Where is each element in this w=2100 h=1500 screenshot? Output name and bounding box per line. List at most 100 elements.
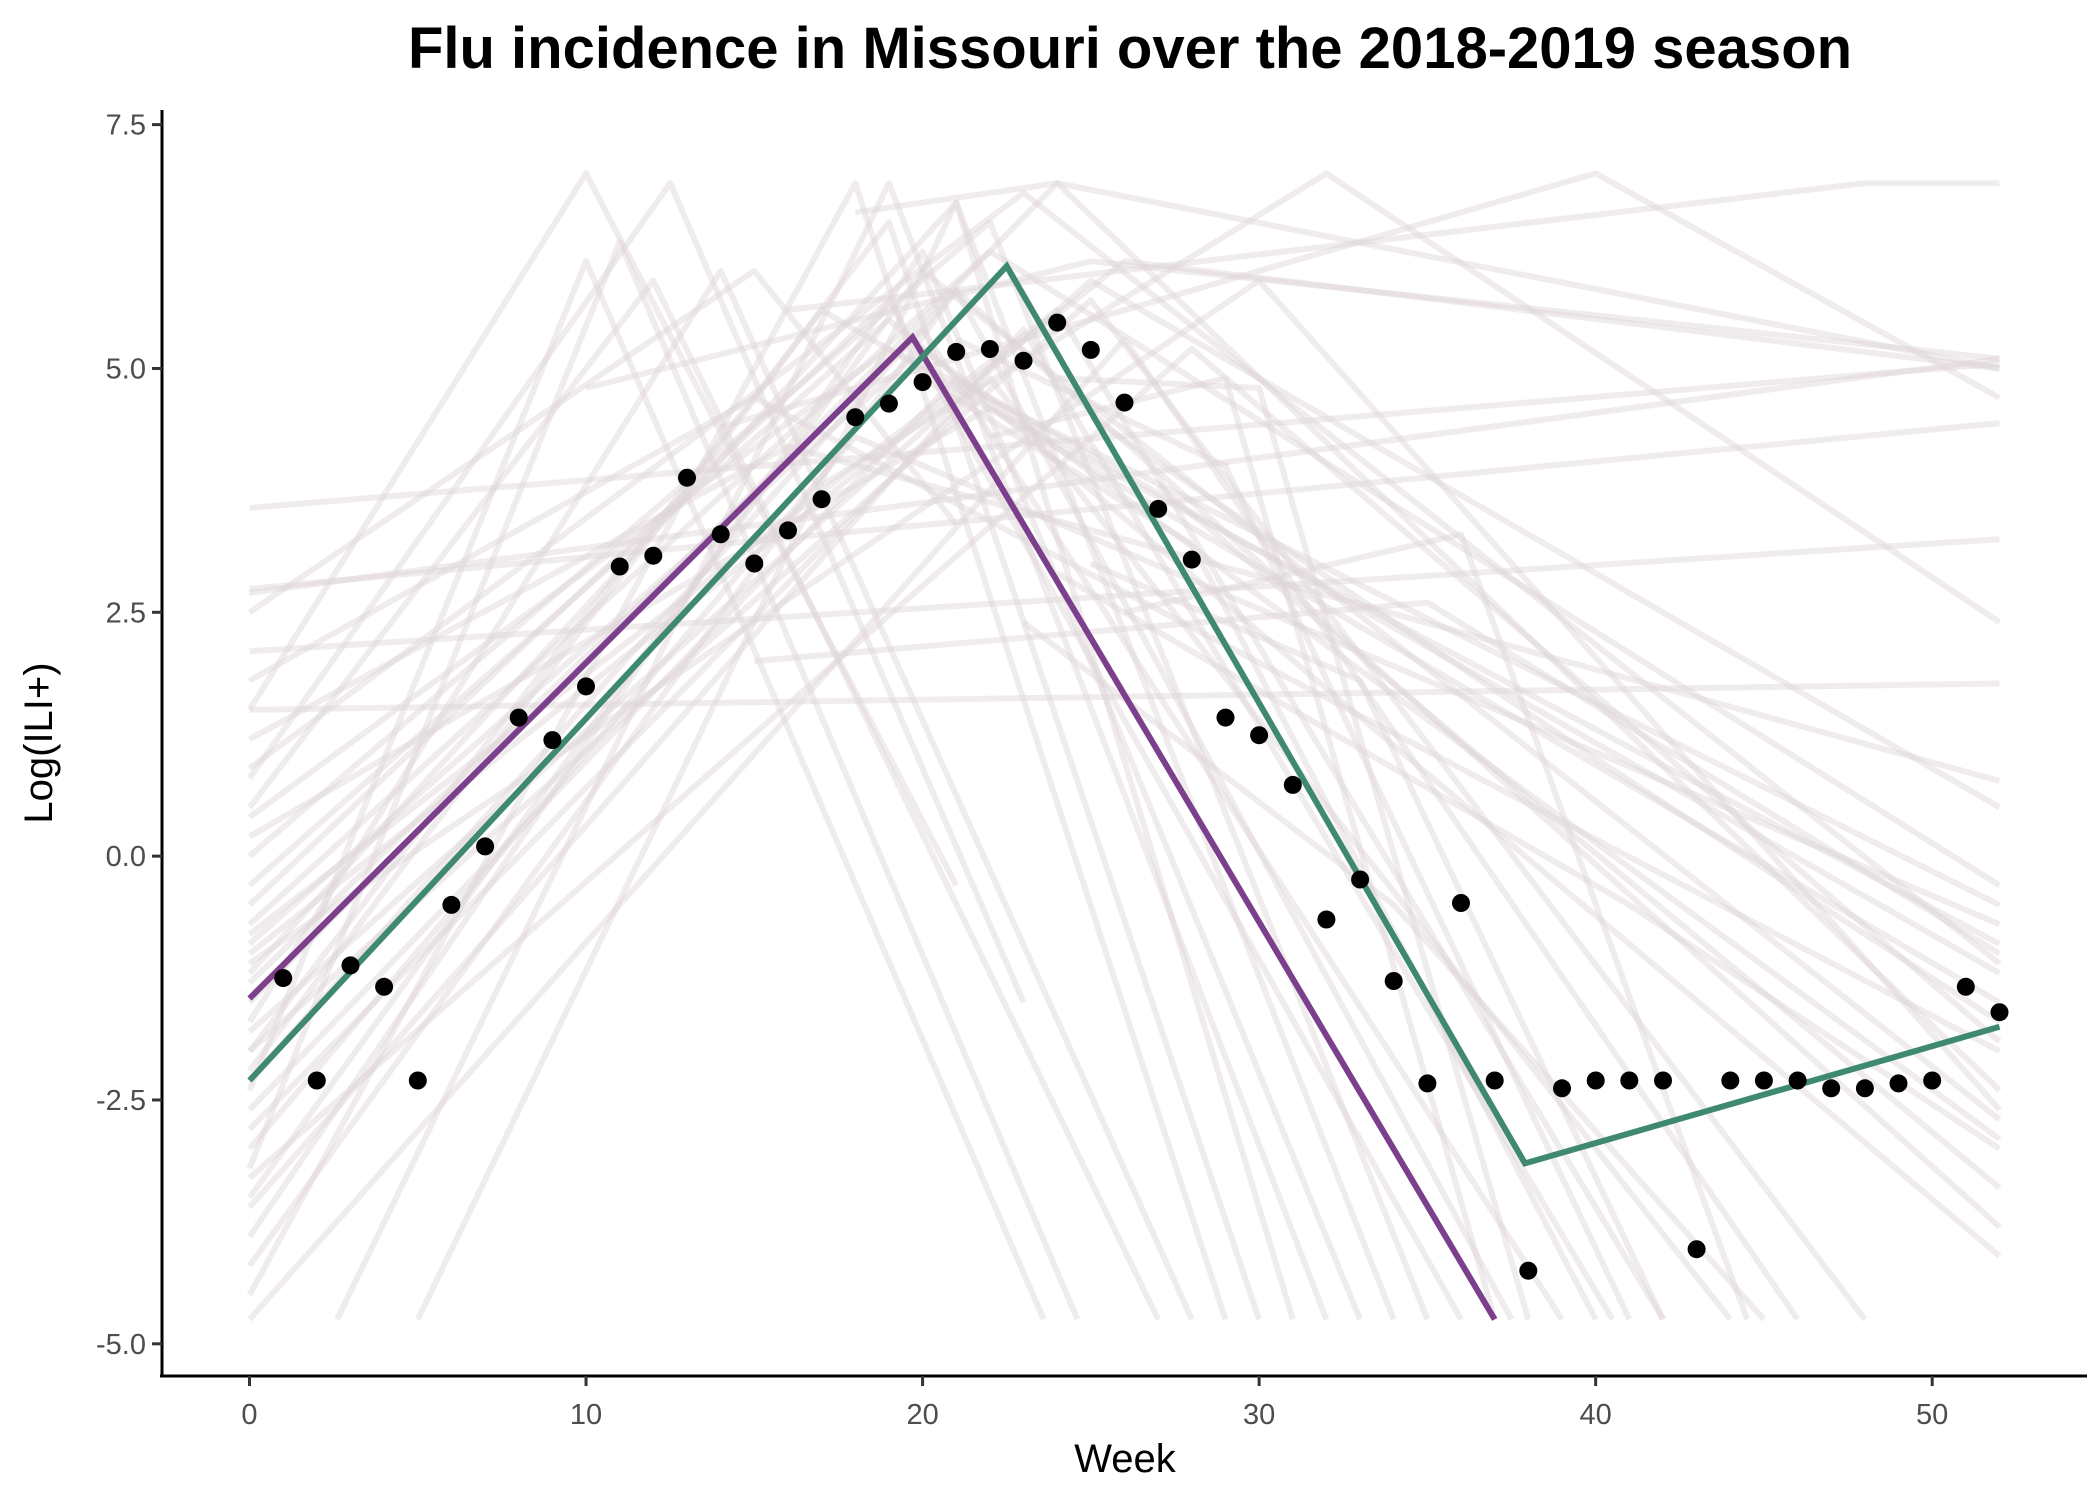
ensemble-line-19 [247,375,2001,1112]
ensemble-line-3 [249,420,2000,592]
data-point-48 [1855,1079,1874,1098]
ensemble-line-32 [247,326,1565,1322]
ensemble-line-10 [247,267,2002,1200]
fit-lines [247,261,2001,1321]
data-point-4 [375,977,394,996]
data-point-9 [543,731,562,750]
y-tick-label: 5.0 [106,353,146,385]
fit-line-2 [247,261,2001,1167]
data-point-8 [509,708,528,727]
ensemble-line-59 [1089,414,2002,1025]
data-point-52 [1990,1003,2009,1022]
data-point-28 [1182,550,1201,569]
data-point-38 [1519,1261,1538,1280]
fit-line-1 [247,332,1498,1321]
data-point-44 [1721,1071,1740,1090]
ensemble-line-22 [246,258,1047,1321]
ensemble-line-39 [247,346,2002,1181]
x-tick-label: 50 [1916,1399,1948,1431]
ensemble-line-33 [247,326,1616,1321]
data-point-50 [1923,1071,1942,1090]
ensemble-line-36 [247,336,1801,1322]
data-point-19 [879,394,898,413]
data-point-2 [307,1071,326,1090]
data-point-36 [1452,894,1470,912]
tick-marks: 0 10 20 30 40 50 -5.0 -2.5 0.0 2.5 5.0 7.5 [96,110,1948,1431]
ensemble-line-49 [820,170,2002,625]
data-point-41 [1620,1071,1639,1090]
data-point-7 [476,837,495,856]
ensemble-line-40 [334,180,1330,1321]
ensemble-line-56 [921,375,1599,1321]
ensemble-line-55 [1123,531,1750,1321]
ensemble-line-1 [249,360,2000,511]
data-point-10 [577,677,595,696]
ensemble-line-30 [247,297,1464,1321]
ensemble-line-23 [246,238,1081,1321]
ensemble-line-28 [247,248,1363,1321]
ensemble-line-7 [247,346,2001,908]
ensemble-line-35 [247,375,1733,1322]
ensemble-line-51 [989,375,1498,1321]
ensemble-line-42 [246,170,959,887]
y-tick-label: -5.0 [96,1329,146,1361]
ensemble-line-47 [719,170,2001,430]
ensemble-line-29 [247,219,1431,1321]
ensemble-line-38 [247,277,2002,1112]
data-point-33 [1351,870,1370,889]
ensemble-line-17 [247,258,2000,957]
ensemble-line-18 [247,404,2001,947]
ensemble-line-46 [585,258,2000,391]
data-point-23 [1014,351,1033,370]
ensemble-line-44 [246,180,1229,1321]
ensemble-line-24 [247,277,1161,1321]
data-point-25 [1081,340,1100,359]
ensemble-line-11 [247,287,2002,1268]
y-tick-label: 0.0 [106,841,146,873]
data-point-26 [1115,393,1134,412]
x-axis-title: Week [1074,1437,1177,1481]
ensemble-line-25 [246,267,1195,1321]
ensemble-line-6 [248,443,2001,784]
ensemble-line-9 [247,306,2002,1073]
data-point-17 [812,490,831,509]
data-point-51 [1956,977,1975,996]
data-point-32 [1317,910,1336,929]
data-point-31 [1283,775,1302,794]
ensemble-line-4 [249,536,2000,655]
data-point-1 [274,969,293,988]
ensemble-line-8 [247,248,2002,927]
observed-points [274,313,2009,1280]
data-point-42 [1654,1071,1672,1090]
ensemble-line-50 [854,180,2001,372]
ensemble-line-45 [247,267,959,615]
ensemble-line-48 [787,180,2000,313]
x-tick-label: 40 [1580,1399,1612,1431]
ensemble-line-53 [1021,619,1767,1322]
x-tick-label: 20 [906,1399,938,1431]
data-point-21 [947,342,966,361]
data-point-14 [711,525,730,544]
x-tick-label: 10 [570,1399,602,1431]
data-point-5 [408,1071,427,1090]
data-point-22 [980,340,999,358]
chart-title: Flu incidence in Missouri over the 2018-… [408,16,1852,81]
data-point-29 [1216,708,1235,727]
ensemble-line-26 [247,219,1262,1321]
data-point-34 [1384,972,1403,990]
ensemble-line-41 [415,199,1397,1321]
data-point-13 [678,468,696,487]
ensemble-line-31 [247,287,1515,1321]
data-point-40 [1586,1071,1605,1090]
ensemble-line-54 [1089,560,1666,1321]
data-point-35 [1418,1074,1437,1093]
y-tick-label: 2.5 [106,597,146,629]
data-point-43 [1687,1240,1706,1259]
data-point-46 [1788,1071,1807,1090]
data-point-27 [1149,499,1168,518]
data-point-15 [745,554,764,573]
ensemble-line-37 [247,297,1868,1322]
data-point-24 [1048,313,1067,332]
